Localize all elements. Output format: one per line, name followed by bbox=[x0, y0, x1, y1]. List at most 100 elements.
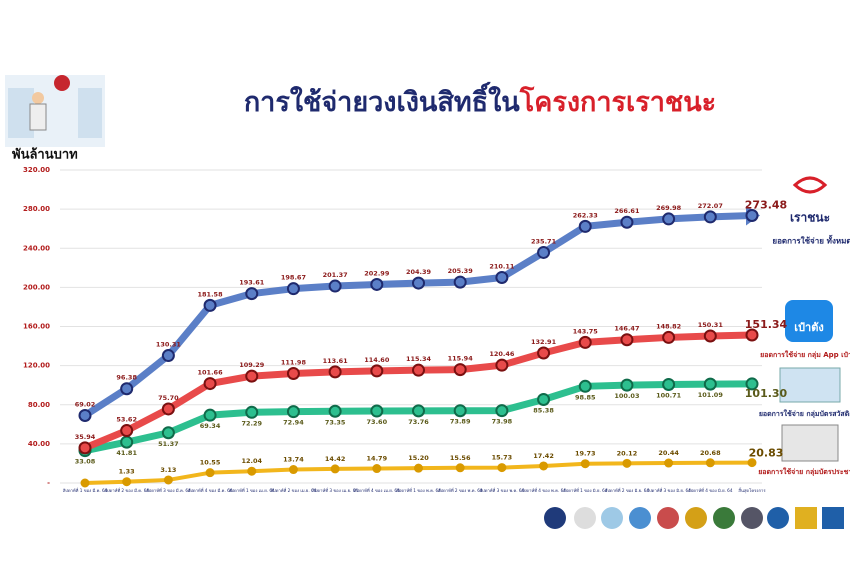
y-tick-label: 240.00 bbox=[23, 244, 50, 252]
legend: เราชนะ ยอดการใช้จ่าย ทั้งหมด เป๋าตัง ยอด… bbox=[758, 175, 850, 476]
point bbox=[620, 378, 634, 392]
value-label: 85.38 bbox=[533, 406, 554, 414]
y-tick-label: 280.00 bbox=[23, 205, 50, 213]
point bbox=[120, 424, 134, 438]
x-tick-label: สัปดาห์ที่ 2 ของ มี.ค. 64 bbox=[104, 487, 149, 493]
welfare-card bbox=[779, 367, 841, 403]
point bbox=[161, 426, 175, 440]
x-tick-label: สิ้นสุดโครงการ bbox=[738, 487, 766, 494]
shop-illustration bbox=[5, 75, 105, 147]
point bbox=[455, 463, 465, 473]
value-label: 114.60 bbox=[364, 356, 390, 364]
point bbox=[245, 287, 259, 301]
chart-title: การใช้จ่ายวงเงินสิทธิ์ในโครงการเราชนะ bbox=[244, 82, 716, 118]
point bbox=[78, 441, 92, 455]
point bbox=[453, 363, 467, 377]
y-tick-label: - bbox=[47, 479, 50, 487]
point bbox=[120, 435, 134, 449]
value-label: 204.39 bbox=[406, 268, 432, 276]
value-label: 266.61 bbox=[614, 207, 640, 215]
value-label: 73.60 bbox=[367, 418, 388, 426]
value-label: 69.34 bbox=[200, 422, 221, 430]
value-label: 148.82 bbox=[656, 322, 681, 330]
value-label: 100.03 bbox=[614, 392, 639, 400]
value-label: 210.11 bbox=[489, 262, 515, 270]
value-label: 101.66 bbox=[198, 369, 224, 377]
y-tick-label: 80.00 bbox=[28, 401, 50, 409]
value-label: 17.42 bbox=[533, 452, 554, 460]
point bbox=[122, 477, 132, 487]
point bbox=[453, 275, 467, 289]
value-label: 96.38 bbox=[116, 374, 137, 382]
value-label: 151.34 bbox=[745, 318, 788, 331]
title-part: โครงการเราชนะ bbox=[519, 85, 716, 118]
unit-label: พันล้านบาท bbox=[12, 147, 78, 163]
point bbox=[328, 279, 342, 293]
value-label: 73.98 bbox=[492, 418, 513, 426]
point bbox=[747, 458, 757, 468]
point bbox=[622, 458, 632, 468]
legend-label: ยอดการใช้จ่าย กลุ่มบัตรประชาชน bbox=[758, 467, 850, 476]
point bbox=[412, 404, 425, 418]
y-tick-label: 120.00 bbox=[23, 362, 50, 370]
value-label: 33.08 bbox=[75, 458, 96, 466]
point bbox=[580, 459, 590, 469]
value-label: 115.94 bbox=[448, 355, 474, 363]
value-label: 20.83 bbox=[749, 447, 784, 460]
point bbox=[414, 463, 423, 473]
point bbox=[578, 379, 592, 393]
value-label: 113.61 bbox=[323, 357, 349, 365]
x-tick-label: สัปดาห์ที่ 3 ของ มี.ค. 64 bbox=[146, 487, 191, 493]
point bbox=[370, 404, 384, 418]
value-label: 13.74 bbox=[283, 456, 304, 464]
point bbox=[703, 210, 717, 224]
point bbox=[286, 282, 300, 296]
value-label: 19.73 bbox=[575, 450, 596, 458]
x-tick-label: สัปดาห์ที่ 1 ของ มิ.ย. 64 bbox=[563, 487, 608, 493]
value-label: 120.46 bbox=[489, 350, 515, 358]
value-label: 101.09 bbox=[698, 391, 724, 399]
value-label: 109.29 bbox=[239, 361, 265, 369]
x-tick-label: สัปดาห์ที่ 2 ของ พ.ค. 64 bbox=[438, 487, 483, 493]
point bbox=[245, 369, 259, 383]
point bbox=[495, 404, 509, 418]
point bbox=[161, 349, 175, 363]
x-tick-label: สัปดาห์ที่ 4 ของ มี.ค. 64 bbox=[188, 487, 233, 493]
x-tick-label: สัปดาห์ที่ 1 ของ เม.ย. 64 bbox=[229, 487, 275, 493]
point bbox=[703, 329, 717, 343]
value-label: 14.79 bbox=[367, 455, 388, 463]
value-label: 15.20 bbox=[408, 454, 429, 462]
value-label: 72.94 bbox=[283, 419, 304, 427]
point bbox=[80, 478, 90, 488]
point bbox=[537, 392, 551, 406]
point bbox=[539, 461, 549, 471]
point bbox=[328, 365, 342, 379]
value-label: 12.04 bbox=[241, 457, 262, 465]
x-tick-label: สัปดาห์ที่ 3 ของ มิ.ย. 64 bbox=[646, 487, 691, 493]
point bbox=[578, 219, 592, 233]
logo-rachana bbox=[785, 175, 835, 215]
value-label: 20.44 bbox=[658, 449, 679, 457]
logo-text: เราชนะ bbox=[790, 211, 830, 225]
point bbox=[664, 458, 674, 468]
value-label: 20.12 bbox=[617, 449, 638, 457]
point bbox=[205, 468, 215, 478]
value-label: 202.99 bbox=[364, 269, 390, 277]
value-label: 193.61 bbox=[239, 279, 265, 287]
y-tick-label: 40.00 bbox=[28, 440, 50, 448]
x-tick-label: สัปดาห์ที่ 1 ของ มี.ค. 64 bbox=[63, 487, 108, 493]
point bbox=[412, 276, 425, 290]
value-label: 15.73 bbox=[492, 454, 513, 462]
point bbox=[537, 245, 551, 259]
value-label: 101.30 bbox=[745, 387, 788, 400]
value-label: 14.42 bbox=[325, 455, 346, 463]
value-label: 272.07 bbox=[698, 202, 723, 210]
x-tick-label: สัปดาห์ที่ 2 ของ เม.ย. 64 bbox=[271, 487, 317, 493]
value-label: 111.98 bbox=[281, 358, 307, 366]
legend-label: ยอดการใช้จ่าย ทั้งหมด bbox=[772, 235, 850, 246]
value-label: 201.37 bbox=[323, 271, 348, 279]
value-label: 205.39 bbox=[448, 267, 474, 275]
value-label: 73.89 bbox=[450, 418, 471, 426]
point bbox=[203, 377, 217, 391]
